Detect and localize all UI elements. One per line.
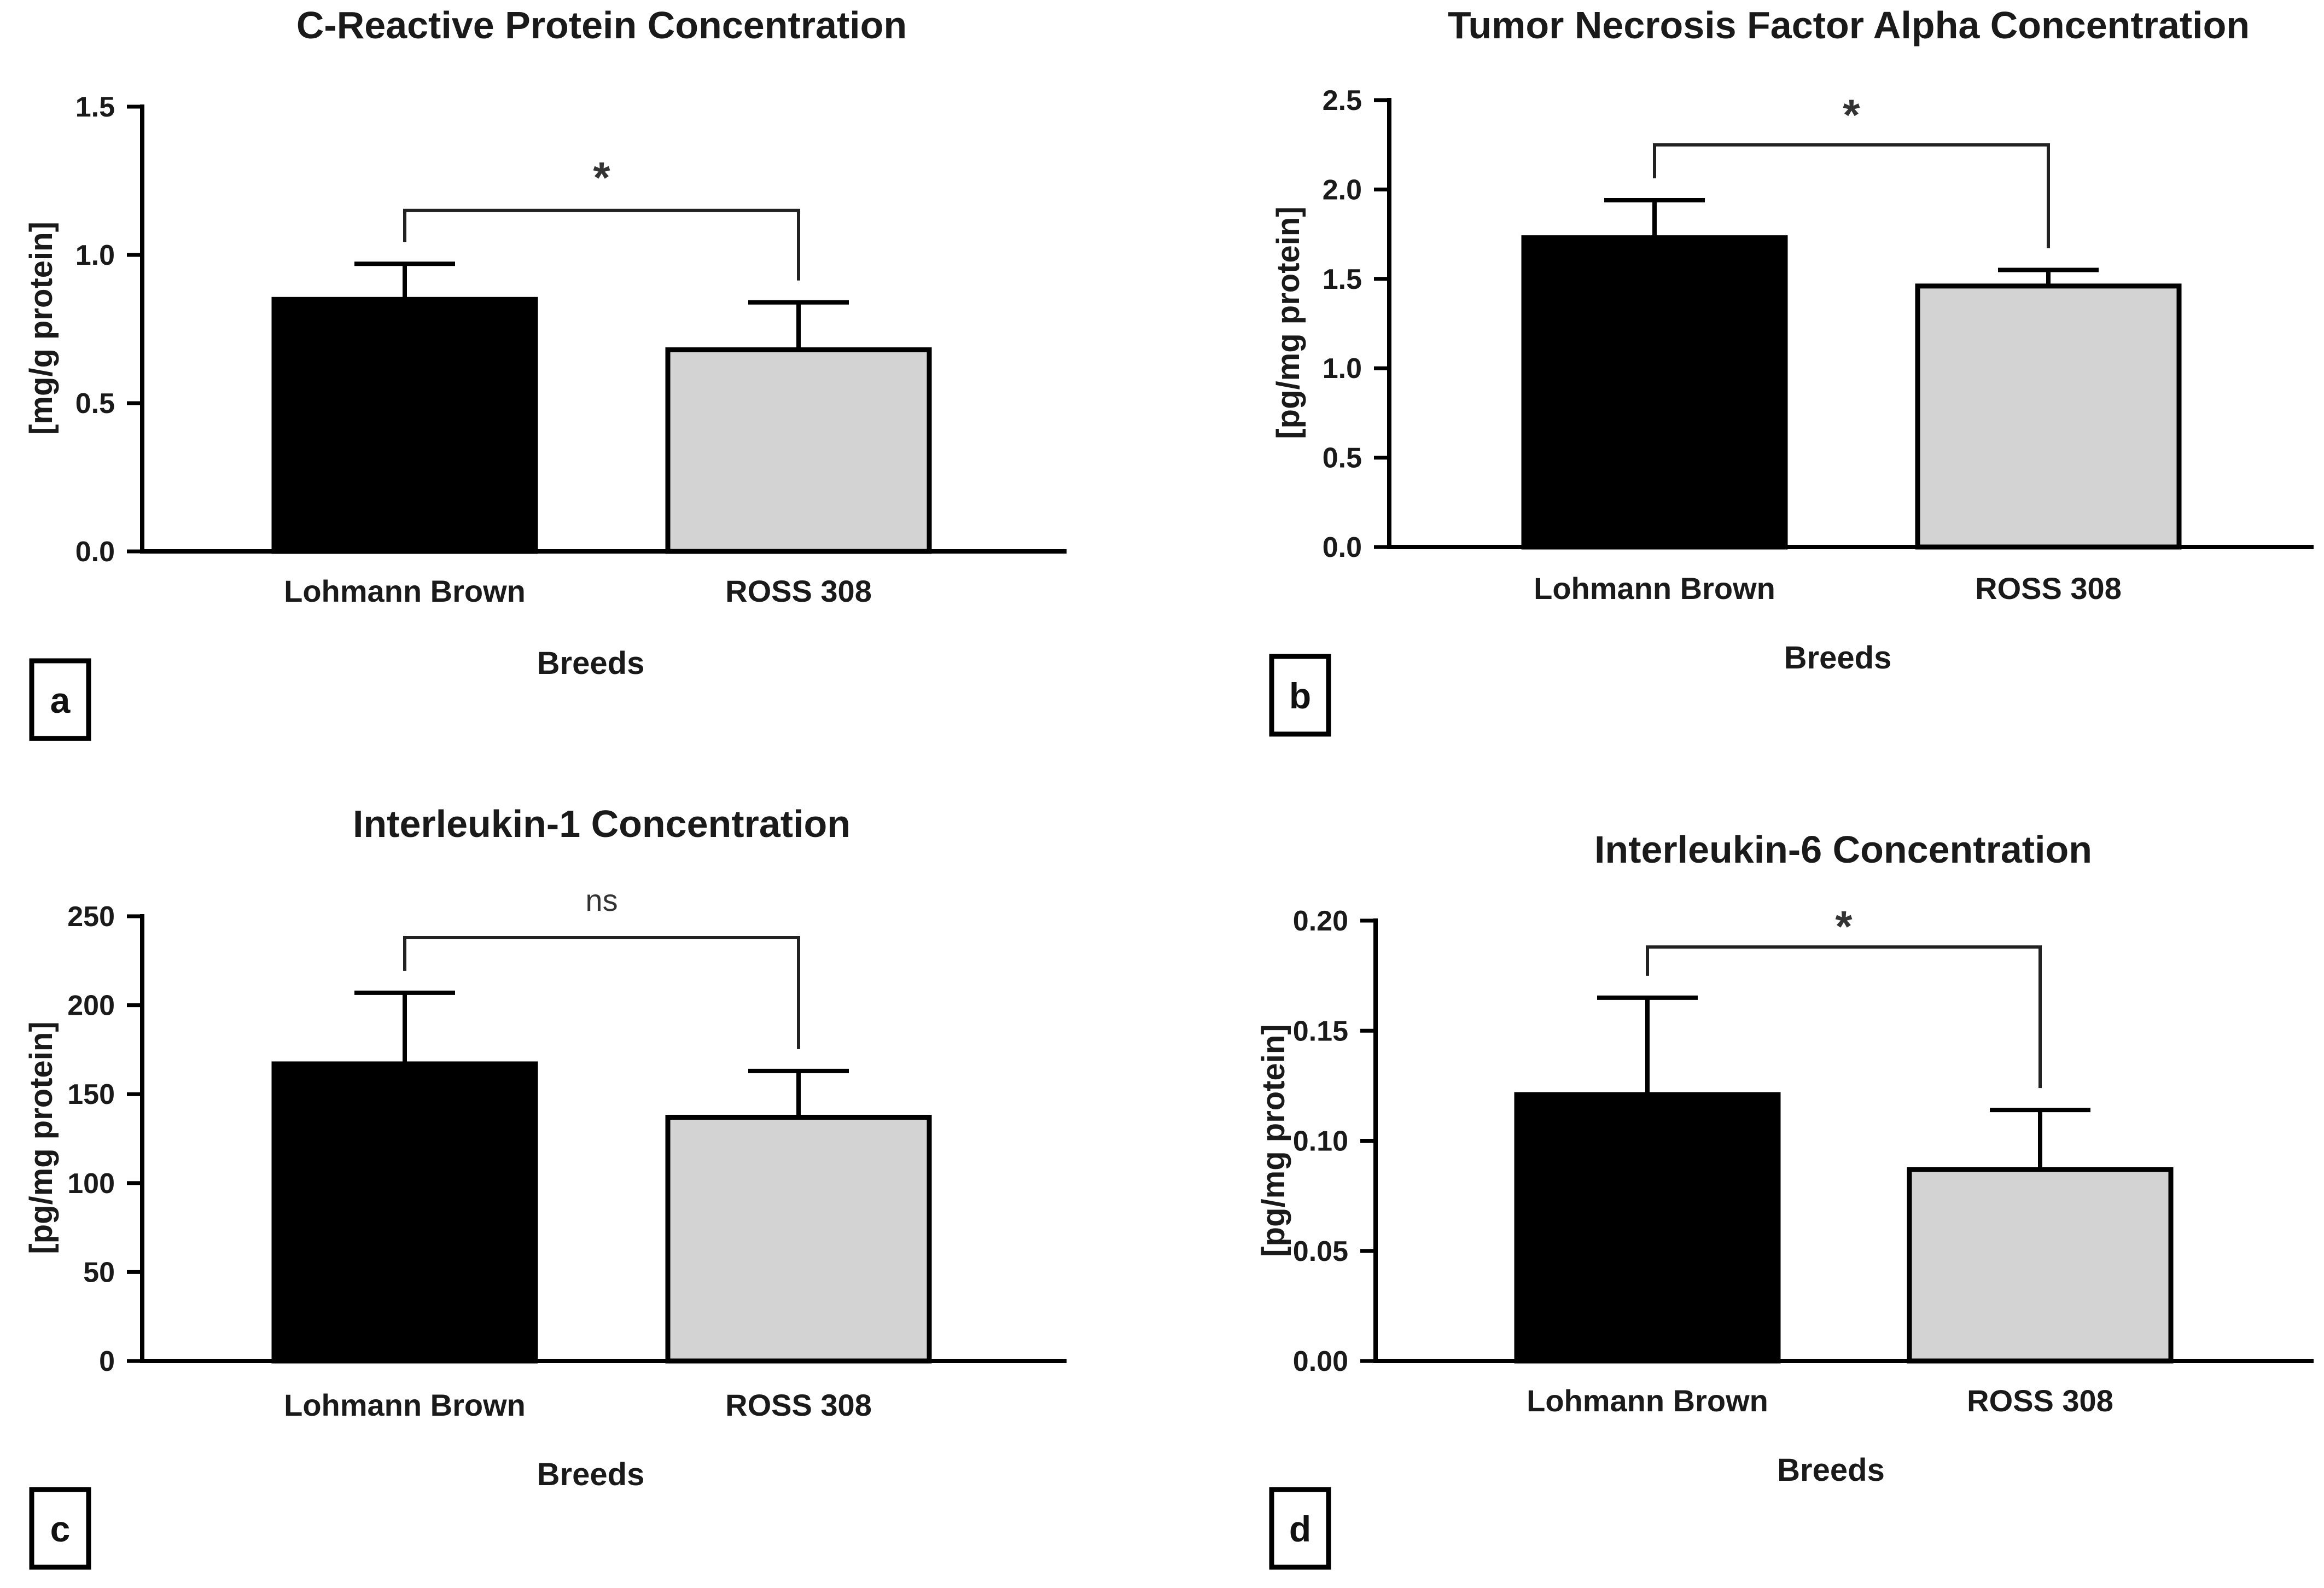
panel-b-y-tick-label: 1.5 (1323, 264, 1362, 295)
panel-b-y-tick-label: 2.0 (1323, 174, 1362, 206)
panel-c-bar-1 (271, 1061, 538, 1364)
panel-d-y-tick-label: 0.05 (1293, 1236, 1348, 1267)
panel-c-y-axis-title: [pg/mg protein] (24, 1021, 59, 1254)
panel-b-y-axis-title: [pg/mg protein] (1271, 206, 1306, 439)
panel-a-bar-1 (271, 296, 538, 554)
panel-c-category-label-2: ROSS 308 (725, 1388, 872, 1422)
panel-d-significance-label: * (1835, 902, 1853, 951)
panel-b-y-tick-label: 0.5 (1323, 443, 1362, 474)
panel-d-x-axis-title: Breeds (1777, 1452, 1885, 1488)
panel-a-significance-label: * (593, 153, 610, 202)
panel-b-bar-2 (1915, 283, 2182, 550)
panel-b-significance-bracket (1653, 143, 2050, 248)
panel-a-significance-bracket (403, 208, 800, 281)
panel-d-bar-2 (1907, 1167, 2174, 1364)
panel-c-x-axis-title: Breeds (537, 1457, 645, 1492)
panel-b-category-label-2: ROSS 308 (1975, 571, 2122, 606)
panel-b-x-axis-title: Breeds (1784, 640, 1892, 676)
panel-d-title: Interleukin-6 Concentration (1594, 828, 2092, 871)
panel-d-y-tick-label: 0.10 (1293, 1126, 1348, 1157)
panel-a-y-tick-label: 0.0 (75, 536, 115, 568)
panel-c-significance-label: ns (585, 883, 618, 917)
panel-b-y-tick-label: 1.0 (1323, 353, 1362, 385)
panel-d-y-tick-label: 0.15 (1293, 1015, 1348, 1047)
panel-c-category-label-1: Lohmann Brown (284, 1388, 526, 1422)
panel-b-letter-box (1269, 654, 1331, 737)
panel-b-bar-1 (1521, 235, 1788, 550)
panel-a-x-axis-title: Breeds (537, 645, 645, 681)
panel-c-letter-box (29, 1487, 91, 1570)
panel-c-y-tick-label: 50 (83, 1257, 115, 1288)
panel-c-title: Interleukin-1 Concentration (353, 802, 851, 845)
panel-a-y-axis-title: [mg/g protein] (24, 222, 59, 435)
panel-d-y-tick-label: 0.20 (1293, 905, 1348, 937)
panel-c-significance-bracket (403, 936, 800, 1049)
panel-a-title: C-Reactive Protein Concentration (296, 4, 907, 46)
panel-d-y-tick-label: 0.00 (1293, 1346, 1348, 1377)
panel-a-letter: a (50, 680, 71, 720)
panel-c-y-tick-label: 100 (67, 1168, 115, 1200)
panel-c-y-tick-label: 150 (67, 1079, 115, 1110)
panel-c-letter: c (50, 1509, 71, 1549)
panel-c-y-tick-label: 250 (67, 901, 115, 933)
panel-d-category-label-1: Lohmann Brown (1527, 1383, 1768, 1418)
panel-c-bar-2 (665, 1114, 932, 1364)
panel-b-category-label-1: Lohmann Brown (1534, 571, 1775, 606)
panel-a-bar-2 (665, 347, 932, 554)
panel-c-y-tick-label: 200 (67, 990, 115, 1022)
panel-b-significance-label: * (1843, 90, 1860, 139)
panel-a-y-tick-label: 0.5 (75, 388, 115, 420)
panel-a-category-label-1: Lohmann Brown (284, 574, 526, 608)
panel-b-y-tick-label: 0.0 (1323, 532, 1362, 563)
panel-d-y-axis-title: [pg/mg protein] (1256, 1024, 1291, 1257)
panel-d-letter-box (1269, 1487, 1331, 1570)
panel-a-category-label-2: ROSS 308 (725, 574, 872, 608)
panel-b-y-tick-label: 2.5 (1323, 85, 1362, 117)
panel-d-bar-1 (1514, 1092, 1781, 1364)
panel-b-letter: b (1289, 676, 1311, 716)
panel-a-y-tick-label: 1.5 (75, 91, 115, 123)
panel-a-letter-box (29, 658, 91, 741)
panel-c-y-tick-label: 0 (99, 1346, 115, 1377)
panel-b-title: Tumor Necrosis Factor Alpha Concentratio… (1448, 4, 2250, 46)
panel-d-category-label-2: ROSS 308 (1967, 1383, 2113, 1418)
panel-d-letter: d (1289, 1509, 1311, 1549)
panel-a-y-tick-label: 1.0 (75, 240, 115, 271)
panel-d-significance-bracket (1646, 945, 2042, 1089)
